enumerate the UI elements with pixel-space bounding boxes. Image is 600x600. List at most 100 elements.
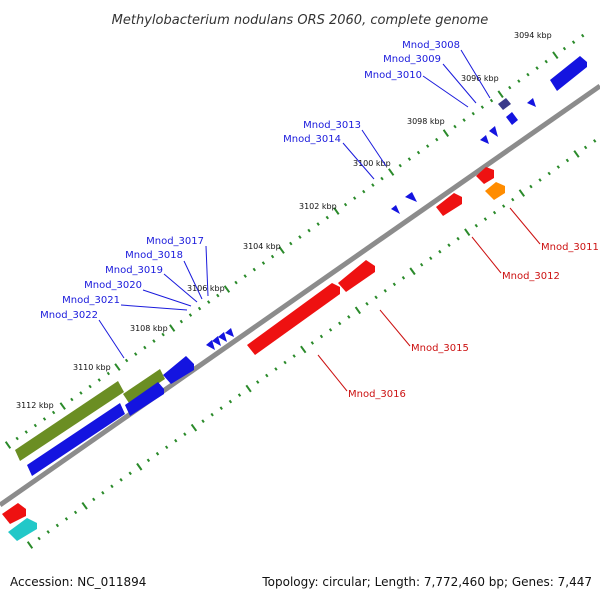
rail-tick [333, 207, 340, 215]
gene-feature[interactable] [123, 369, 165, 403]
rail-tick [183, 432, 187, 436]
gene-feature[interactable] [247, 283, 340, 355]
gene-feature[interactable] [436, 193, 462, 216]
rail-tick [88, 384, 92, 389]
rail-tick [92, 497, 96, 502]
rail-tick [174, 438, 178, 443]
rail-tick [124, 358, 129, 363]
gene-feature[interactable] [163, 356, 194, 384]
tick-label-3100: 3100 kbp [353, 159, 391, 168]
rail-tick [245, 384, 252, 393]
gene-feature[interactable] [125, 382, 164, 416]
rail-tick [442, 129, 450, 137]
accession-text: Accession: NC_011894 [10, 575, 146, 589]
tick-label-3096: 3096 kbp [461, 74, 499, 83]
rail-tick [489, 98, 494, 103]
rail-tick [270, 254, 275, 259]
gene-label-mnod-3010[interactable]: Mnod_3010 [364, 70, 422, 81]
genome-summary-text: Topology: circular; Length: 7,772,460 bp… [261, 575, 592, 589]
rail-tick [419, 262, 424, 267]
rail-tick [374, 295, 378, 300]
gene-feature[interactable] [8, 518, 37, 541]
gene-feature[interactable] [489, 126, 498, 137]
gene-feature[interactable] [391, 205, 400, 214]
rail-tick [261, 261, 266, 265]
gene-feature[interactable] [206, 340, 215, 350]
rail-tick [535, 66, 539, 70]
rail-tick [529, 184, 533, 189]
gene-feature[interactable] [338, 260, 375, 292]
gene-feature[interactable] [225, 328, 234, 337]
rail-tick [517, 79, 521, 83]
gene-feature[interactable] [405, 192, 417, 202]
rail-tick [298, 235, 302, 239]
gene-feature[interactable] [506, 112, 518, 125]
gene-feature[interactable] [27, 403, 125, 476]
gene-feature[interactable] [218, 332, 227, 342]
rail-tick [518, 189, 526, 197]
rail-tick [128, 471, 132, 476]
gene-feature[interactable] [212, 336, 221, 346]
rail-tick [161, 332, 165, 337]
rail-tick [164, 445, 169, 450]
gene-label-mnod-3018[interactable]: Mnod_3018 [125, 250, 183, 261]
gene-label-mnod-3008[interactable]: Mnod_3008 [402, 40, 460, 51]
gene-label-mnod-3009[interactable]: Mnod_3009 [383, 54, 441, 65]
gene-label-mnod-3020[interactable]: Mnod_3020 [84, 280, 142, 291]
rail-tick [453, 124, 457, 129]
rail-tick [409, 267, 416, 276]
gene-label-mnod-3021[interactable]: Mnod_3021 [62, 295, 120, 306]
rail-tick [565, 158, 570, 163]
gene-feature[interactable] [480, 135, 489, 144]
rail-tick [136, 462, 143, 471]
rail-tick [316, 222, 320, 226]
gene-feature[interactable] [527, 98, 536, 107]
rail-tick [179, 319, 184, 324]
rail-tick [562, 46, 567, 51]
map-title: Methylobacterium nodulans ORS 2060, comp… [112, 13, 489, 28]
gene-feature[interactable] [2, 503, 26, 524]
gene-label-mnod-3012[interactable]: Mnod_3012 [502, 271, 560, 282]
rail-tick [547, 171, 551, 176]
rail-tick [26, 541, 34, 549]
rail-tick [278, 246, 285, 254]
lower-dotted-rail [26, 139, 597, 549]
genome-backbone [0, 83, 600, 508]
rail-tick [219, 406, 223, 410]
rail-tick [64, 517, 69, 521]
rail-tick [216, 293, 220, 298]
rail-tick [210, 412, 214, 417]
gene-label-mnod-3015[interactable]: Mnod_3015 [411, 343, 469, 354]
gene-feature[interactable] [15, 381, 124, 461]
rail-tick [365, 302, 369, 306]
gene-feature[interactable] [476, 167, 494, 184]
rail-tick [70, 397, 74, 402]
gene-label-mnod-3022[interactable]: Mnod_3022 [40, 310, 98, 321]
rail-tick [243, 274, 247, 278]
rail-tick [380, 176, 384, 181]
rail-tick [552, 51, 559, 59]
rail-tick [337, 321, 342, 326]
gene-feature[interactable] [550, 56, 587, 91]
gene-label-mnod-3013[interactable]: Mnod_3013 [303, 120, 361, 131]
rail-tick [201, 419, 205, 423]
rail-tick [362, 189, 366, 194]
rail-tick [188, 313, 193, 317]
gene-label-mnod-3016[interactable]: Mnod_3016 [348, 389, 406, 400]
gene-label-mnod-3011[interactable]: Mnod_3011 [541, 242, 599, 253]
gene-label-mnod-3019[interactable]: Mnod_3019 [105, 265, 163, 276]
rail-tick [197, 306, 202, 311]
rail-tick [354, 306, 362, 315]
rail-tick [483, 217, 488, 221]
gene-feature[interactable] [498, 98, 511, 110]
label-leader-lines [98, 49, 541, 392]
rail-tick [573, 150, 580, 158]
rail-tick [255, 380, 260, 384]
gene-label-mnod-3014[interactable]: Mnod_3014 [283, 134, 341, 145]
upper-dotted-rail [4, 33, 585, 449]
gene-label-mnod-3017[interactable]: Mnod_3017 [146, 236, 204, 247]
rail-tick [155, 451, 160, 456]
gene-feature[interactable] [485, 182, 505, 200]
